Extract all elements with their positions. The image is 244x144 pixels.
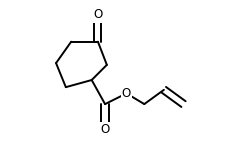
Text: O: O — [101, 123, 110, 136]
Text: O: O — [122, 87, 131, 100]
Text: O: O — [93, 8, 102, 21]
